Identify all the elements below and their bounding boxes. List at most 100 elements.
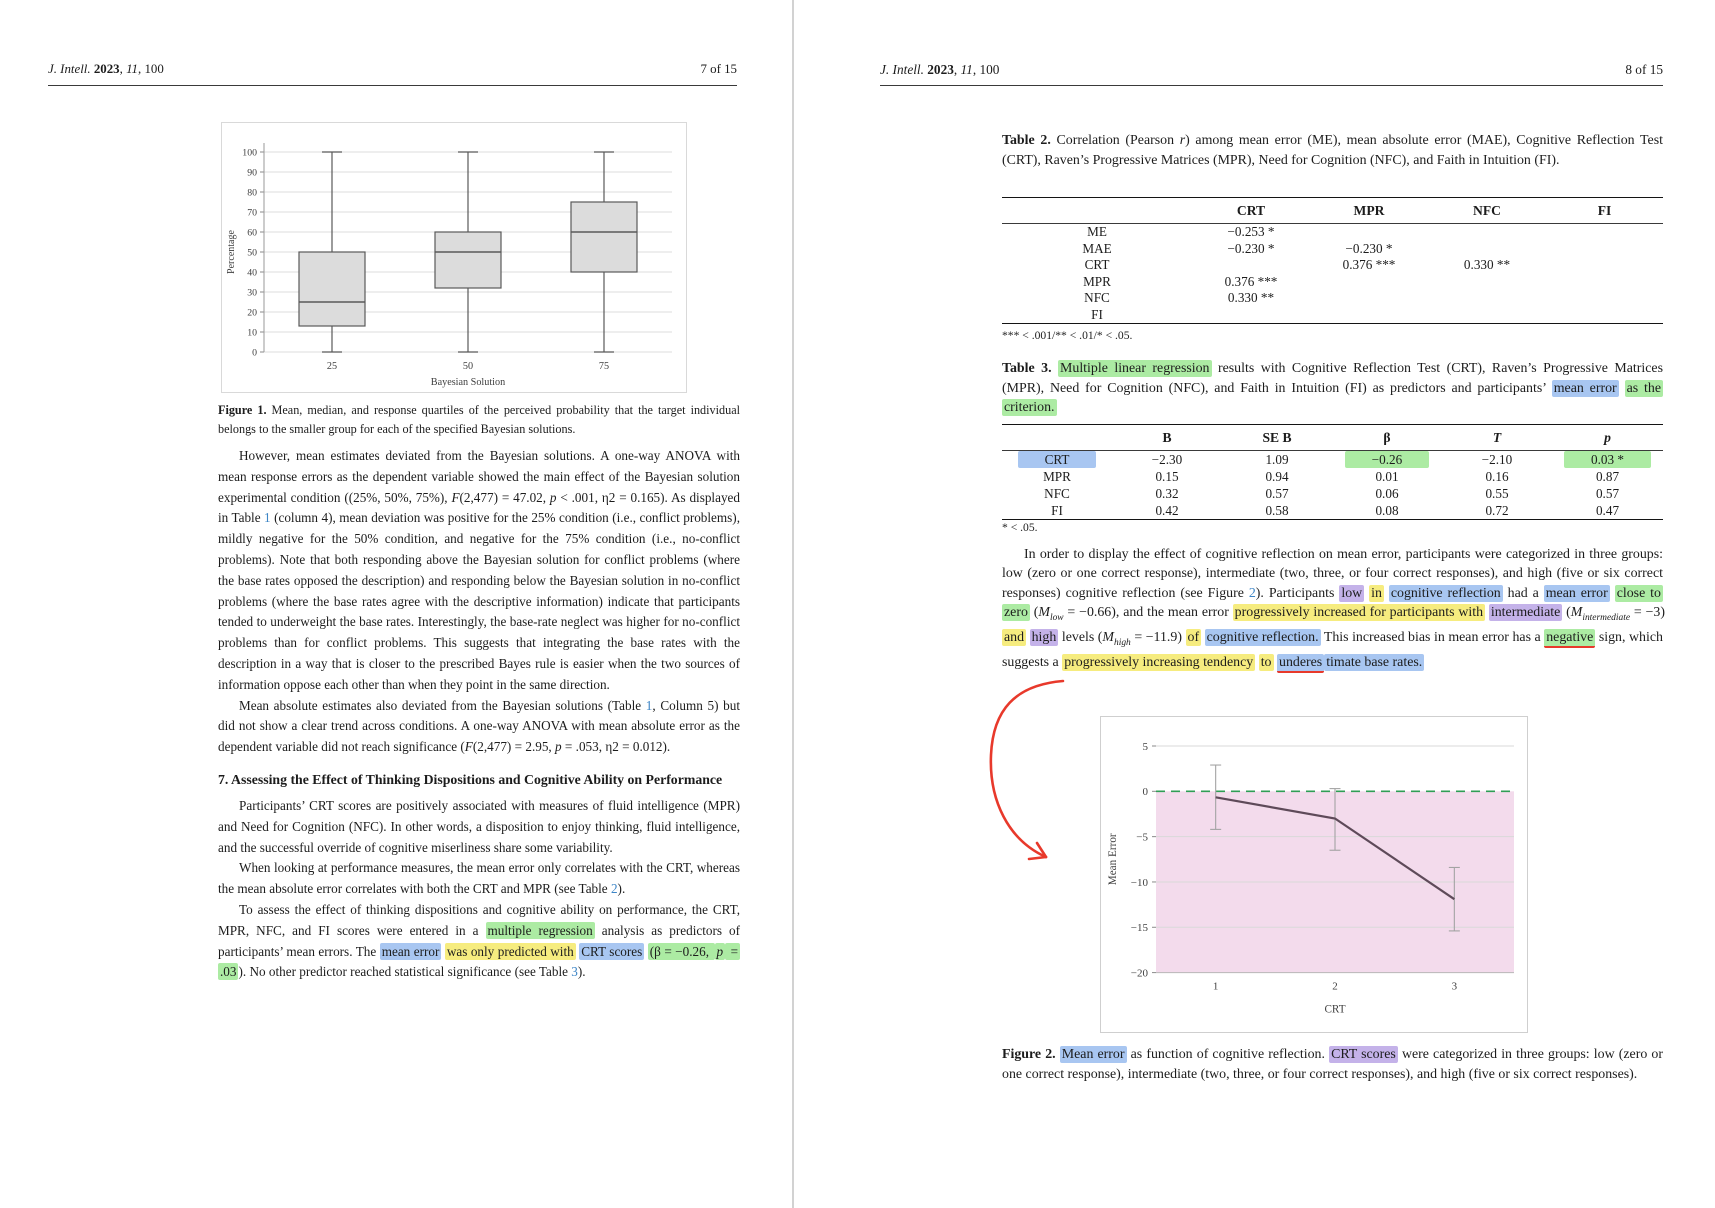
table-cell: 0.87 bbox=[1595, 468, 1620, 484]
page-number: 7 of 15 bbox=[700, 62, 737, 76]
paragraph: In order to display the effect of cognit… bbox=[1002, 545, 1665, 674]
table-cell: 0.55 bbox=[1485, 485, 1509, 501]
figure1: 0 10 20 30 40 50 60 70 80 90 100 25 50 75 Bayesian Sol… bbox=[221, 122, 687, 393]
table-cell: FI bbox=[1597, 202, 1612, 218]
table-cell: −0.26 bbox=[1332, 450, 1442, 468]
figure2-caption: Figure 2. Mean error as function of cogn… bbox=[1002, 1046, 1663, 1082]
svg-text:80: 80 bbox=[247, 187, 257, 198]
table-row: MAE −0.230 * −0.230 * bbox=[1002, 241, 1663, 258]
table-cell: MPR bbox=[1043, 468, 1071, 484]
cross-reference-link[interactable]: 1 bbox=[264, 510, 271, 526]
table3-footnote: * < .05. bbox=[1002, 521, 1038, 534]
page-divider bbox=[792, 0, 794, 1208]
svg-text:70: 70 bbox=[247, 207, 257, 218]
svg-text:Percentage: Percentage bbox=[226, 230, 237, 274]
table-cell: T bbox=[1492, 429, 1502, 445]
paragraph: Participants’ CRT scores are positively … bbox=[218, 797, 740, 855]
svg-text:−20: −20 bbox=[1131, 967, 1149, 979]
table-row: CRT 0.376 *** 0.330 ** bbox=[1002, 257, 1663, 274]
svg-text:25: 25 bbox=[327, 361, 337, 372]
header-rule bbox=[880, 85, 1663, 86]
svg-text:0: 0 bbox=[252, 347, 257, 358]
svg-text:1: 1 bbox=[1213, 981, 1219, 993]
table-cell: MPR bbox=[1083, 273, 1111, 289]
paragraph: To assess the effect of thinking disposi… bbox=[218, 901, 741, 981]
svg-text:40: 40 bbox=[247, 267, 257, 278]
table-cell: CRT bbox=[1002, 450, 1112, 468]
table-cell: MAE bbox=[1082, 240, 1112, 256]
table3-caption: Table 3. Multiple linear regression resu… bbox=[1002, 360, 1664, 417]
table-cell: −0.230 * bbox=[1345, 240, 1393, 256]
table-row: CRT −2.30 1.09 −0.26 −2.10 0.03 * bbox=[1002, 450, 1663, 468]
table2: CRT MPR NFC FI ME −0.253 * MAE −0.230 * −0.230 *… bbox=[1002, 197, 1663, 324]
svg-text:2: 2 bbox=[1332, 981, 1338, 993]
table-cell: 0.03 * bbox=[1552, 450, 1663, 468]
right-page: J. Intell. 2023, 11, 100 8 of 15 Table 2… bbox=[832, 0, 1715, 1208]
table-row: ME −0.253 * bbox=[1002, 224, 1663, 241]
table-cell: −2.30 bbox=[1151, 451, 1183, 467]
body-column-left: However, mean estimates deviated from th… bbox=[218, 446, 741, 983]
table-row: MPR 0.15 0.94 0.01 0.16 0.87 bbox=[1002, 468, 1663, 485]
svg-text:3: 3 bbox=[1452, 981, 1458, 993]
table-cell: FI bbox=[1051, 502, 1063, 518]
table-row: FI bbox=[1002, 307, 1663, 324]
cross-reference-link[interactable]: 3 bbox=[571, 964, 578, 980]
table-cell: 0.06 bbox=[1375, 485, 1399, 501]
table-cell: 0.42 bbox=[1155, 502, 1179, 518]
table-cell: B bbox=[1162, 429, 1172, 445]
table-cell: NFC bbox=[1044, 485, 1070, 501]
table-row: FI 0.42 0.58 0.08 0.72 0.47 bbox=[1002, 502, 1663, 519]
journal-citation: J. Intell. 2023, 11, 100 bbox=[880, 62, 1000, 77]
svg-text:50: 50 bbox=[247, 247, 257, 258]
table-cell: NFC bbox=[1084, 290, 1110, 306]
figure2: 5 0 −5 −10 −15 −20 1 2 3 CRT Mean Error bbox=[1100, 716, 1528, 1033]
table-header-row: CRT MPR NFC FI bbox=[1002, 198, 1663, 224]
svg-text:100: 100 bbox=[242, 147, 257, 158]
table-cell: 0.57 bbox=[1265, 485, 1289, 501]
table-cell: NFC bbox=[1473, 202, 1501, 218]
table-cell: CRT bbox=[1084, 257, 1110, 273]
svg-text:Mean Error: Mean Error bbox=[1107, 833, 1119, 885]
table-row: MPR 0.376 *** bbox=[1002, 274, 1663, 291]
table-cell: 0.32 bbox=[1155, 485, 1179, 501]
table-row: NFC 0.32 0.57 0.06 0.55 0.57 bbox=[1002, 485, 1663, 502]
svg-text:−10: −10 bbox=[1131, 877, 1149, 889]
figure1-boxplot-chart: 0 10 20 30 40 50 60 70 80 90 100 25 50 75 Bayesian Sol… bbox=[226, 143, 672, 388]
section-heading: 7. Assessing the Effect of Thinking Disp… bbox=[218, 771, 723, 787]
page-header: J. Intell. 2023, 11, 100 7 of 15 bbox=[48, 62, 737, 77]
table2-footnote: *** < .001/** < .01/* < .05. bbox=[1002, 329, 1133, 342]
paragraph: Mean absolute estimates also deviated fr… bbox=[218, 697, 740, 755]
table-cell: 0.330 ** bbox=[1227, 290, 1275, 306]
table-cell: 0.57 bbox=[1595, 485, 1620, 501]
cross-reference-link[interactable]: 2 bbox=[610, 881, 618, 897]
table-cell: p bbox=[1604, 429, 1611, 445]
table-cell: 0.08 bbox=[1375, 502, 1399, 518]
table-cell: CRT bbox=[1236, 202, 1266, 218]
table-cell: 0.15 bbox=[1155, 468, 1179, 484]
paragraph: When looking at performance measures, th… bbox=[218, 860, 740, 897]
page-number: 8 of 15 bbox=[1625, 62, 1663, 77]
table-cell: 0.16 bbox=[1485, 468, 1509, 484]
table-cell: 0.330 ** bbox=[1463, 257, 1511, 273]
svg-text:60: 60 bbox=[247, 227, 257, 238]
cross-reference-link[interactable]: 1 bbox=[645, 697, 653, 713]
svg-text:−15: −15 bbox=[1131, 922, 1149, 934]
table-cell: −0.253 * bbox=[1227, 224, 1275, 240]
table-cell: 0.58 bbox=[1265, 502, 1289, 518]
table-cell: SE B bbox=[1262, 429, 1292, 445]
header-rule bbox=[48, 85, 737, 86]
svg-text:30: 30 bbox=[247, 287, 257, 298]
svg-text:CRT: CRT bbox=[1324, 1004, 1345, 1016]
table-cell: 1.09 bbox=[1265, 451, 1289, 467]
table-cell: 0.376 *** bbox=[1342, 257, 1396, 273]
svg-text:20: 20 bbox=[247, 307, 257, 318]
cross-reference-link[interactable]: 2 bbox=[1248, 585, 1256, 601]
svg-text:10: 10 bbox=[247, 327, 257, 338]
table-cell: FI bbox=[1091, 306, 1103, 322]
svg-text:Bayesian Solution: Bayesian Solution bbox=[431, 377, 505, 388]
table-cell: −2.10 bbox=[1481, 451, 1513, 467]
figure2-line-chart: 5 0 −5 −10 −15 −20 1 2 3 CRT Mean Error bbox=[1107, 741, 1514, 1016]
table-cell: 0.72 bbox=[1485, 502, 1509, 518]
